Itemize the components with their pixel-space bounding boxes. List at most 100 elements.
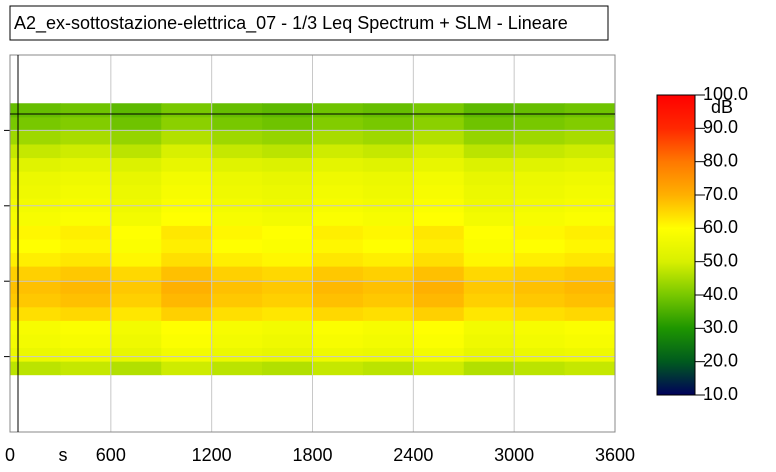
cell (312, 252, 364, 267)
cell (362, 266, 414, 281)
cell (110, 211, 162, 226)
cell (362, 198, 414, 213)
cell (60, 198, 112, 213)
cell (564, 116, 616, 131)
cell (362, 211, 414, 226)
cell (514, 157, 566, 172)
colorbar-tick-label: 40.0 (703, 284, 738, 304)
cell (413, 211, 465, 226)
cell (413, 279, 465, 294)
x-tick-label: 3600 (595, 445, 635, 465)
cell (514, 116, 566, 131)
cell (564, 333, 616, 349)
cell (10, 252, 61, 267)
cell (211, 211, 263, 226)
cell (262, 225, 313, 240)
cell (362, 361, 414, 376)
cell (564, 103, 616, 118)
x-tick-label: 1800 (292, 445, 332, 465)
cell (463, 198, 515, 213)
cell (60, 103, 112, 118)
cell (262, 130, 313, 145)
colorbar-tick-label: 100.0 (703, 84, 748, 104)
cell (211, 157, 263, 172)
cell (514, 130, 566, 145)
cell (60, 238, 112, 254)
cell (312, 347, 364, 362)
cell (463, 225, 515, 240)
cell (514, 347, 566, 362)
cell (161, 130, 213, 145)
cell (463, 279, 515, 294)
cell (564, 306, 616, 321)
cell (262, 293, 313, 308)
cell (10, 361, 61, 376)
cell (10, 333, 61, 349)
cell (10, 225, 61, 240)
cell (161, 320, 213, 335)
cell (564, 143, 616, 159)
cell (564, 225, 616, 240)
cell (362, 225, 414, 240)
cell (60, 333, 112, 349)
cell (211, 361, 263, 376)
cell (161, 347, 213, 362)
cell (463, 361, 515, 376)
cell (10, 116, 61, 131)
cell (362, 143, 414, 159)
cell (362, 130, 414, 145)
colorbar-tick-label: 70.0 (703, 184, 738, 204)
cell (10, 171, 61, 186)
colorbar-tick-label: 10.0 (703, 384, 738, 404)
cell (60, 184, 112, 199)
plot-frame (9, 54, 616, 433)
cell (312, 211, 364, 226)
title-box (9, 5, 609, 41)
cell (262, 279, 313, 294)
cell (262, 320, 313, 335)
cell (463, 103, 515, 118)
cell (110, 279, 162, 294)
cell (161, 103, 213, 118)
chart-title: A2_ex-sottostazione-elettrica_07 - 1/3 L… (14, 13, 568, 34)
cell (413, 347, 465, 362)
cell (312, 103, 364, 118)
colorbar-tick-label: 80.0 (703, 150, 738, 170)
cell (463, 184, 515, 199)
cell (514, 252, 566, 267)
colorbar-tick-label: 30.0 (703, 317, 738, 337)
x-tick-label: 1200 (192, 445, 232, 465)
cell (413, 143, 465, 159)
cell (564, 347, 616, 362)
cell (161, 143, 213, 159)
cell (262, 211, 313, 226)
cell (362, 306, 414, 321)
cell (60, 116, 112, 131)
cell (161, 116, 213, 131)
cell (110, 198, 162, 213)
x-tick-label: 600 (96, 445, 126, 465)
cell (312, 198, 364, 213)
cell (262, 347, 313, 362)
cell (110, 130, 162, 145)
cell (413, 320, 465, 335)
cell (463, 116, 515, 131)
cell (262, 143, 313, 159)
cell (463, 306, 515, 321)
cell (161, 361, 213, 376)
cell (110, 293, 162, 308)
cell (514, 320, 566, 335)
cell (413, 306, 465, 321)
cell (60, 143, 112, 159)
cell (362, 171, 414, 186)
cell (362, 184, 414, 199)
x-tick-label: 2400 (393, 445, 433, 465)
x-tick-label: 0 (5, 445, 15, 465)
cell (564, 252, 616, 267)
colorbar-tick-label: 50.0 (703, 250, 738, 270)
cell (110, 333, 162, 349)
cell (262, 184, 313, 199)
cell (110, 143, 162, 159)
